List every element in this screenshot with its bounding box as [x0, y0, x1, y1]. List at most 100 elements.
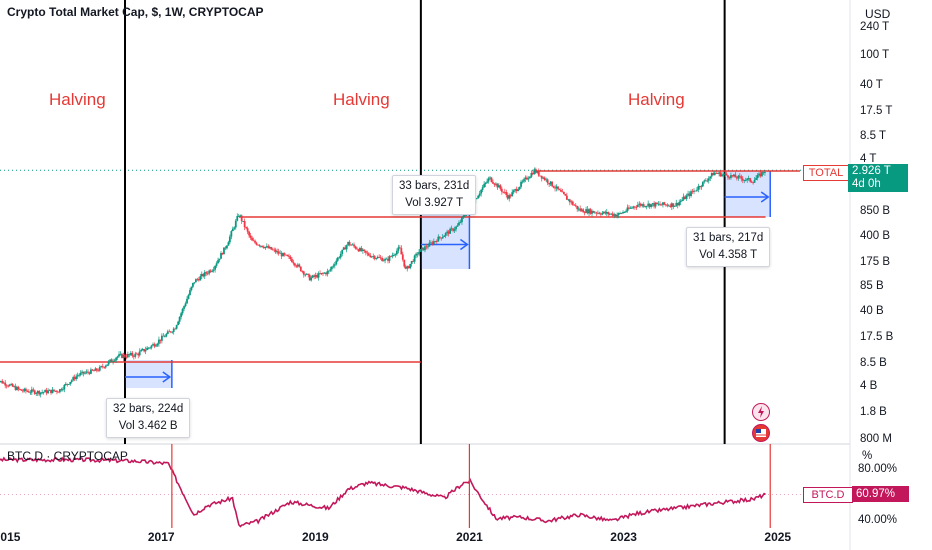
candle-body [716, 173, 719, 175]
event-flash-icon[interactable] [752, 403, 770, 421]
candle-body [503, 191, 506, 193]
candle-body [115, 357, 117, 361]
candle-body [298, 264, 301, 267]
candle-body [373, 256, 376, 259]
candle-body [657, 203, 660, 205]
candle-body [706, 180, 709, 182]
candle-body [421, 247, 423, 250]
candle-body [577, 208, 580, 210]
candle-body [400, 248, 403, 255]
candle-body [4, 382, 7, 386]
candle-body [140, 349, 143, 352]
candle-body [116, 356, 119, 358]
candle-body [719, 172, 722, 177]
candle-body [738, 175, 741, 177]
price-tick-label: 85 B [860, 280, 884, 292]
candle-body [14, 386, 17, 390]
candle-body [234, 220, 237, 228]
candle-body [419, 249, 422, 252]
candle-body [2, 382, 5, 384]
candle-body [354, 246, 357, 249]
candle-body [561, 191, 564, 193]
candle-body [150, 345, 153, 348]
candle-body [727, 175, 729, 178]
currency-selector[interactable]: USD [865, 7, 891, 21]
candle-body [369, 255, 372, 258]
candle-body [163, 336, 166, 338]
candle-body [363, 249, 366, 251]
candle-body [168, 331, 171, 333]
candle-body [202, 273, 205, 277]
candle-body [56, 390, 58, 392]
time-tick-label: 2023 [610, 530, 637, 544]
candle-body [326, 271, 329, 275]
candle-body [537, 171, 540, 176]
candle-body [459, 222, 462, 223]
price-tick-label: 100 T [860, 49, 890, 61]
candle-body [29, 392, 32, 394]
candle-body [342, 247, 345, 250]
candle-body [490, 177, 493, 183]
candle-body [743, 180, 746, 181]
price-tick-label: 850 B [860, 205, 891, 217]
candle-body [410, 260, 413, 264]
event-flag-icon[interactable] [752, 424, 770, 442]
candle-body [307, 273, 310, 275]
candle-body [197, 279, 200, 281]
candle-body [684, 196, 687, 199]
candle-body [169, 331, 172, 333]
candle-body [20, 389, 23, 391]
candle-body [316, 275, 318, 278]
candle-body [601, 212, 604, 215]
candle-body [495, 183, 497, 185]
candle-body [687, 193, 689, 196]
candle-body [304, 274, 307, 276]
bar-countdown: 4d 0h [852, 178, 881, 190]
candle-body [189, 290, 191, 296]
candle-body [722, 174, 725, 176]
measure-bars-text: 32 bars, 224d [113, 403, 184, 415]
candle-body [455, 226, 457, 230]
price-tick-label: 17.5 B [860, 331, 894, 343]
candle-body [186, 298, 188, 304]
candle-body [650, 204, 653, 207]
candle-body [183, 306, 185, 309]
candle-body [283, 253, 286, 255]
candle-body [82, 371, 85, 374]
candle-body [147, 347, 150, 349]
candle-body [314, 275, 317, 277]
candle-body [180, 313, 182, 317]
candle-body [597, 212, 599, 214]
candle-body [412, 260, 415, 262]
candle-body [338, 257, 341, 259]
candle-body [323, 272, 326, 274]
candle-body [319, 273, 321, 275]
candle-body [285, 254, 287, 256]
candle-body [480, 189, 483, 194]
candle-body [38, 391, 41, 395]
candle-body [92, 370, 95, 372]
candle-body [90, 369, 92, 374]
measure-tooltip-2020: 33 bars, 231d Vol 3.927 T [392, 175, 477, 215]
candle-body [236, 216, 239, 221]
candle-body [734, 174, 737, 178]
candle-body [171, 331, 174, 333]
candle-body [607, 212, 610, 215]
candle-body [61, 389, 64, 391]
candle-body [205, 272, 208, 274]
candle-body [282, 253, 284, 257]
candle-body [393, 255, 395, 256]
candle-body [629, 207, 632, 209]
candle-body [144, 349, 147, 352]
candle-body [605, 212, 608, 214]
candle-body [159, 339, 162, 341]
candle-body [512, 190, 515, 193]
candle-body [496, 183, 499, 188]
candle-body [35, 393, 38, 395]
candle-body [539, 175, 542, 177]
candle-body [511, 192, 514, 197]
measure-arrowhead [459, 238, 469, 251]
candle-body [665, 204, 667, 206]
candle-body [166, 331, 169, 334]
